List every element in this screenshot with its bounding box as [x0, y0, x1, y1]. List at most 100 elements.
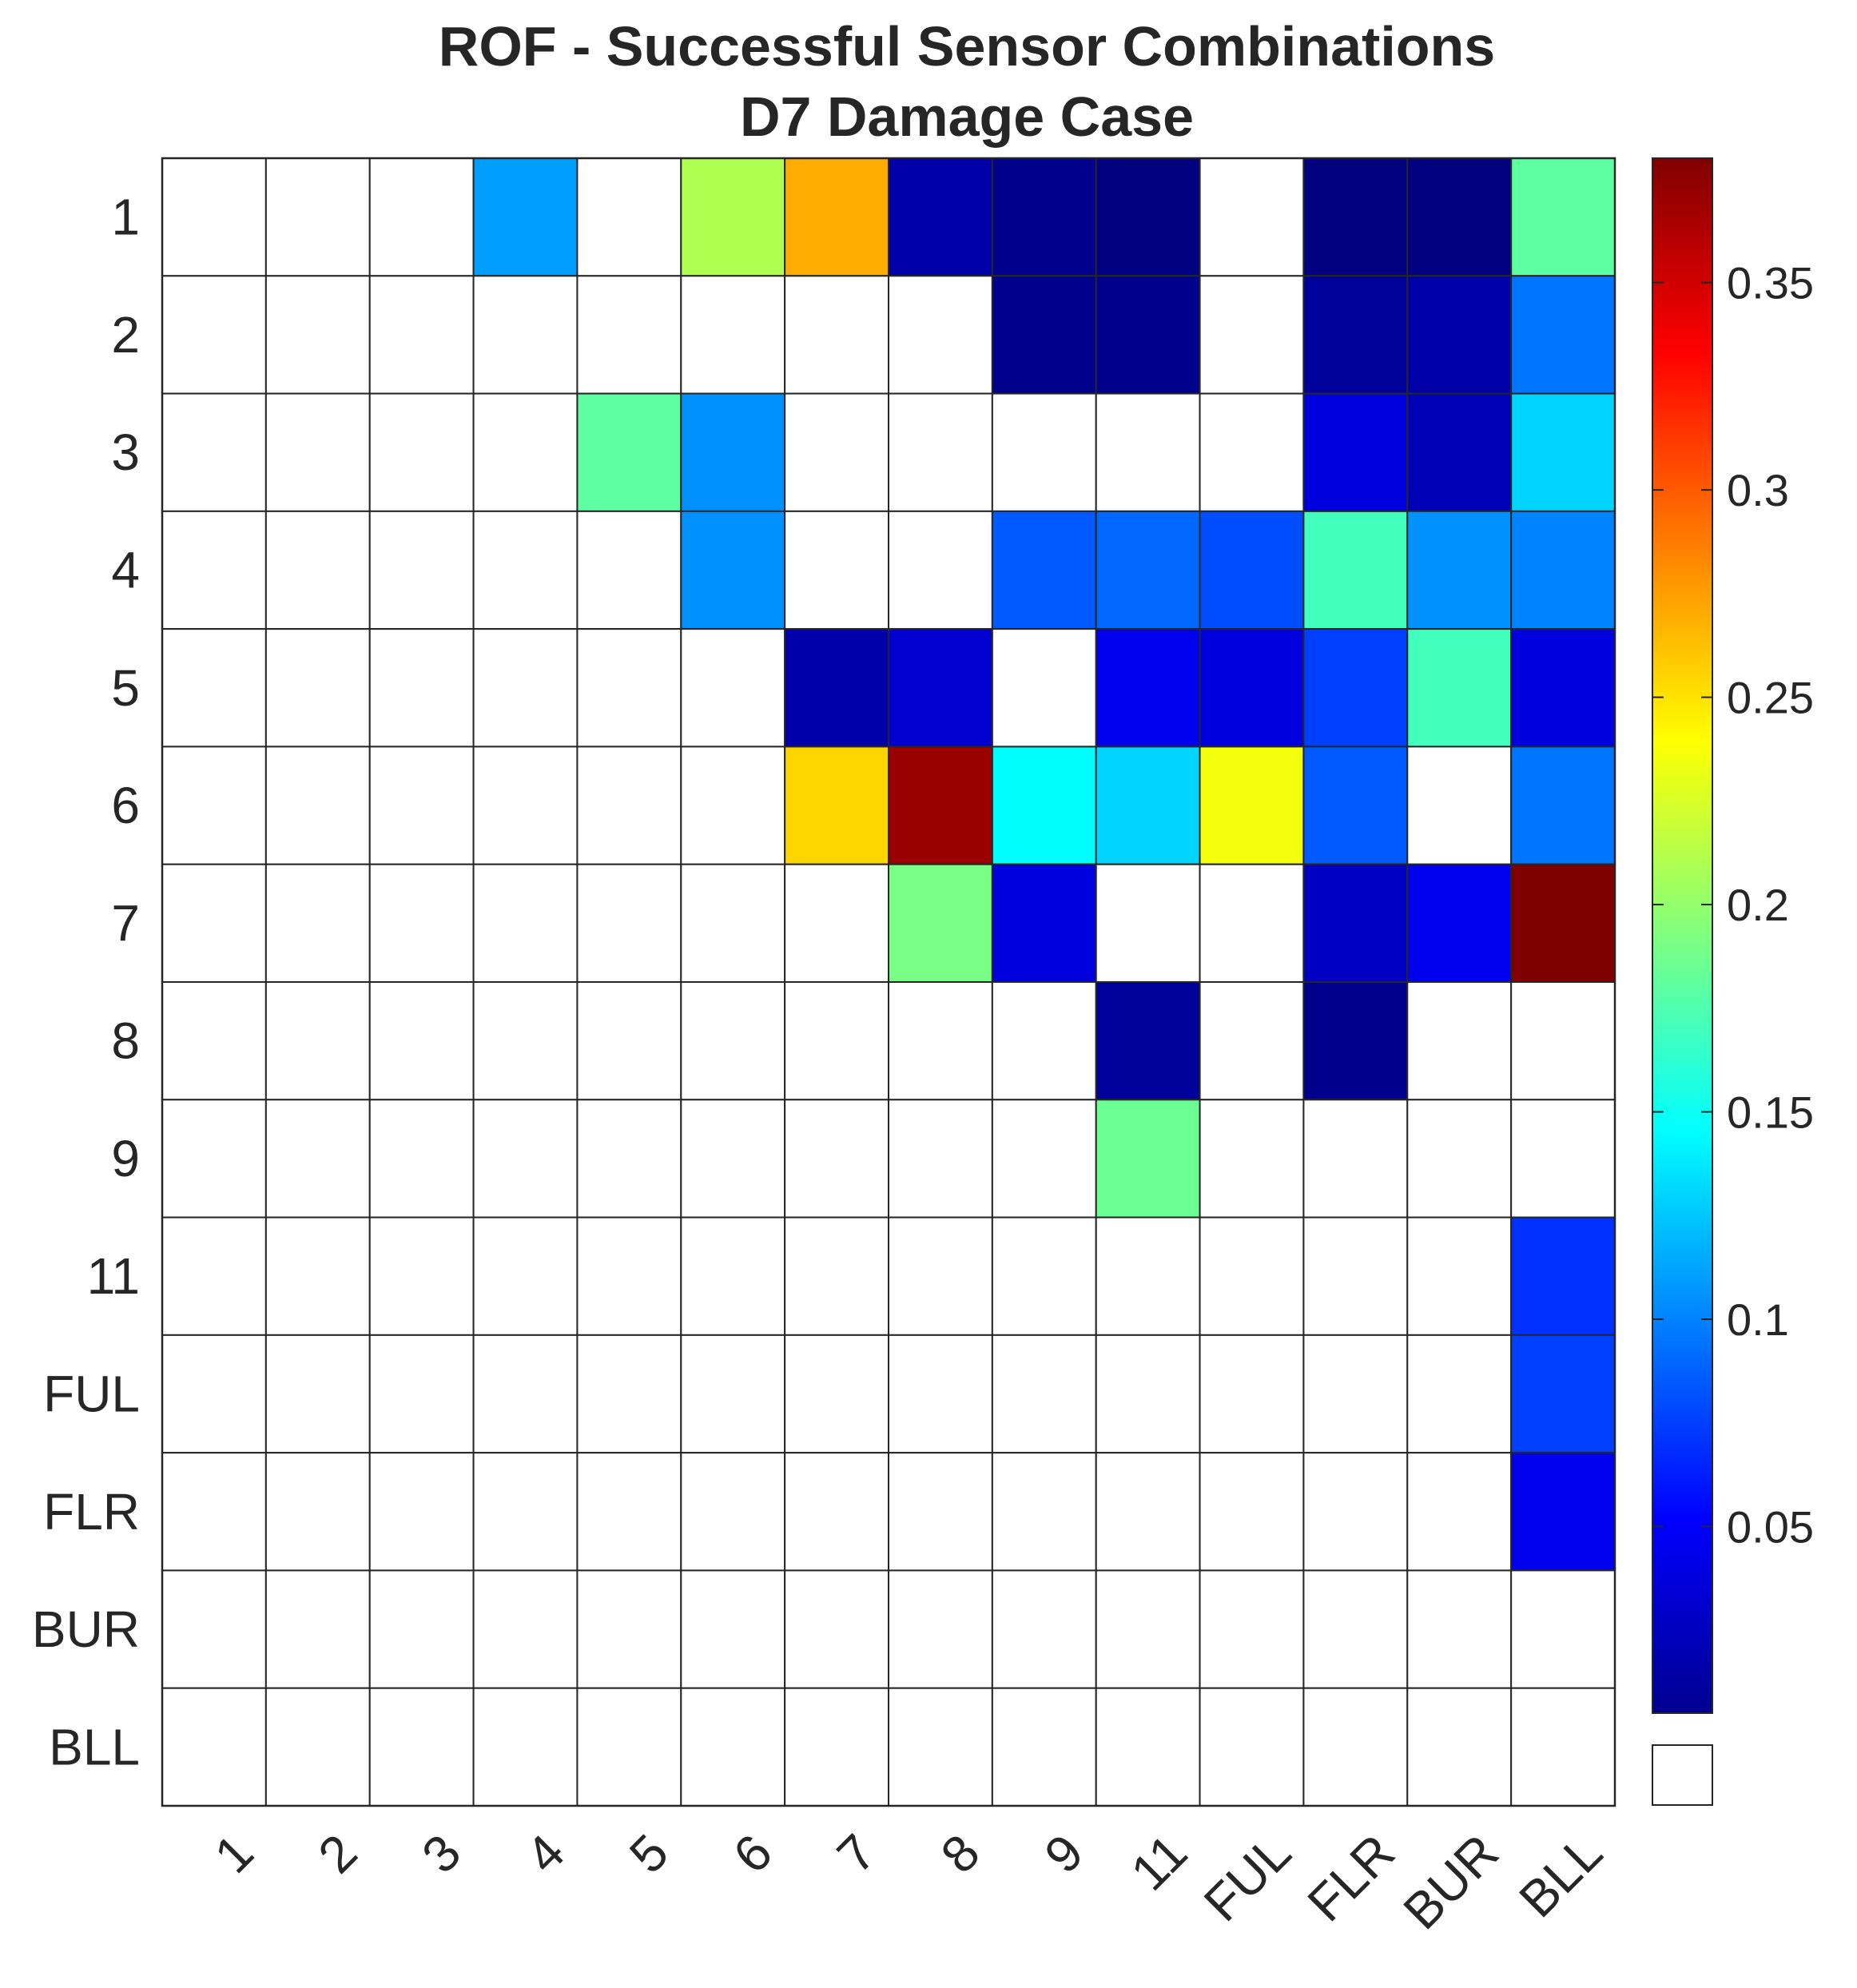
heatmap-cell: [264, 510, 371, 630]
heatmap-cell: [576, 1216, 682, 1336]
heatmap-cell: [680, 275, 786, 395]
heatmap-cell: [264, 157, 371, 277]
heatmap-cell: [1302, 392, 1409, 512]
heatmap-cell: [368, 1569, 475, 1689]
heatmap-cell: [161, 510, 267, 630]
heatmap-cell: [991, 863, 1097, 983]
heatmap-cell: [1406, 628, 1513, 748]
heatmap-cell: [1406, 1334, 1513, 1454]
heatmap-cell: [264, 981, 371, 1101]
colorbar-tick-label: 0.35: [1727, 258, 1814, 308]
heatmap-cell: [784, 1569, 890, 1689]
heatmap-cell: [368, 510, 475, 630]
x-tick-label: BLL: [1508, 1823, 1612, 1928]
heatmap-cell: [161, 157, 267, 277]
heatmap-cell: [680, 1569, 786, 1689]
heatmap-cell: [991, 392, 1097, 512]
y-tick-label: 3: [111, 423, 140, 481]
x-tick-label: 4: [515, 1823, 575, 1884]
heatmap-cell: [991, 1099, 1097, 1219]
heatmap-cell: [368, 1216, 475, 1336]
heatmap-cell: [784, 981, 890, 1101]
y-tick-label: 6: [111, 777, 140, 834]
heatmap-cell: [472, 746, 579, 865]
heatmap-cell: [576, 1099, 682, 1219]
heatmap-cell: [161, 863, 267, 983]
heatmap-cell: [680, 981, 786, 1101]
heatmap-cell: [680, 1099, 786, 1219]
heatmap-cell: [264, 1216, 371, 1336]
y-tick-label: BLL: [49, 1718, 140, 1775]
heatmap-cell: [264, 628, 371, 748]
heatmap-cell: [1510, 510, 1616, 630]
heatmap-cell: [1302, 1099, 1409, 1219]
y-tick-label: FUL: [43, 1366, 140, 1423]
heatmap-cell: [1302, 275, 1409, 395]
heatmap-cell: [1095, 628, 1201, 748]
x-tick-label: 6: [722, 1823, 783, 1884]
heatmap-cell: [576, 1334, 682, 1454]
heatmap-cell: [680, 1334, 786, 1454]
y-tick-labels: 1 2 3 4 5 6 7 8 9 11 FUL FLR BUR BLL: [32, 189, 140, 1776]
colorbar-gradient: [1652, 157, 1713, 1714]
heatmap-cell: [1406, 1099, 1513, 1219]
heatmap-cell: [264, 275, 371, 395]
heatmap-cell: [1199, 1687, 1305, 1807]
heatmap-cell: [784, 628, 890, 748]
heatmap-cell: [888, 157, 993, 277]
heatmap-cell: [1510, 1452, 1616, 1572]
heatmap-cell: [1095, 510, 1201, 630]
heatmap-cell: [1406, 1452, 1513, 1572]
heatmap-cell: [784, 392, 890, 512]
heatmap-cell: [991, 981, 1097, 1101]
heatmap-cell: [1510, 157, 1616, 277]
heatmap-cell: [576, 628, 682, 748]
heatmap-cell: [1199, 981, 1305, 1101]
heatmap-cell: [784, 510, 890, 630]
heatmap-cell: [368, 275, 475, 395]
heatmap-cell: [264, 1569, 371, 1689]
heatmap-cell: [991, 1334, 1097, 1454]
x-tick-label: 5: [618, 1823, 679, 1884]
y-tick-label: 11: [87, 1247, 140, 1305]
heatmap-cell: [1199, 1334, 1305, 1454]
heatmap-cell: [1302, 628, 1409, 748]
heatmap-cell: [576, 1569, 682, 1689]
heatmap-cell: [784, 275, 890, 395]
heatmap-cell: [784, 1687, 890, 1807]
heatmap-cell: [576, 746, 682, 865]
heatmap-cell: [161, 1569, 267, 1689]
heatmap-cell: [1302, 157, 1409, 277]
heatmap-cell: [368, 392, 475, 512]
heatmap-cell: [576, 510, 682, 630]
heatmap-cell: [888, 746, 993, 865]
chart-subtitle: D7 Damage Case: [740, 85, 1194, 148]
x-tick-label: 9: [1033, 1823, 1094, 1884]
heatmap-cell: [991, 1569, 1097, 1689]
heatmap-cell: [1199, 510, 1305, 630]
colorbar-empty-swatch: [1652, 1744, 1713, 1806]
heatmap-cell: [472, 510, 579, 630]
y-tick-label: 8: [111, 1012, 140, 1070]
heatmap-cell: [472, 1216, 579, 1336]
heatmap-cell: [680, 1452, 786, 1572]
heatmap-cell: [161, 1099, 267, 1219]
heatmap-cell: [784, 157, 890, 277]
y-tick-label: 2: [111, 306, 140, 364]
heatmap-cell: [1095, 1687, 1201, 1807]
y-tick-label: FLR: [43, 1483, 140, 1541]
x-tick-label: 8: [930, 1823, 991, 1884]
heatmap-cell: [161, 1216, 267, 1336]
heatmap-cell: [888, 1099, 993, 1219]
heatmap-cell: [1199, 1569, 1305, 1689]
heatmap-cell: [1406, 1687, 1513, 1807]
heatmap-cell: [368, 746, 475, 865]
heatmap-cell: [472, 392, 579, 512]
heatmap-cell: [680, 863, 786, 983]
x-tick-label: 1: [204, 1823, 264, 1884]
heatmap-cell: [1302, 1452, 1409, 1572]
heatmap-cell: [472, 157, 579, 277]
heatmap-cell: [1510, 1334, 1616, 1454]
heatmap-cell: [368, 1452, 475, 1572]
colorbar: 0.05 0.1 0.15 0.2 0.25 0.3 0.35: [1652, 157, 1814, 1806]
